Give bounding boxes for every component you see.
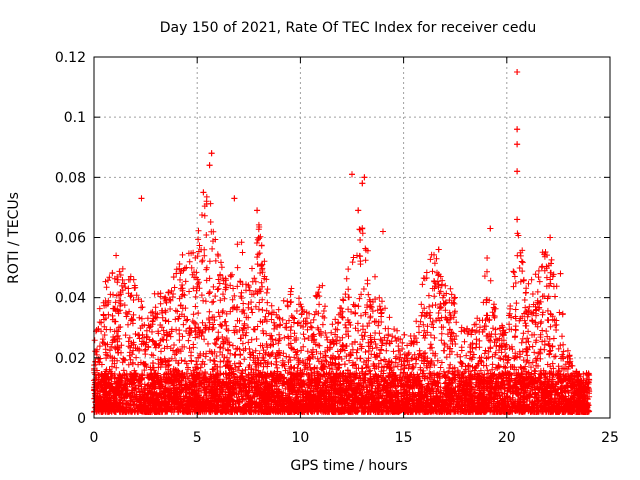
- y-tick-label: 0: [77, 411, 86, 427]
- roti-point: [359, 180, 366, 187]
- roti-point: [514, 216, 521, 223]
- roti-point: [514, 69, 521, 76]
- roti-point: [138, 195, 145, 202]
- roti-point: [200, 189, 207, 196]
- roti-point: [514, 141, 521, 148]
- y-tick-label: 0.04: [55, 291, 86, 307]
- y-tick-label: 0.12: [55, 50, 86, 66]
- x-tick-label: 15: [395, 430, 413, 446]
- y-axis-label: ROTI / TECUs: [6, 192, 22, 284]
- x-tick-label: 0: [90, 430, 99, 446]
- roti-point: [547, 234, 554, 241]
- roti-point: [254, 207, 261, 214]
- y-tick-label: 0.06: [55, 231, 86, 247]
- roti-point: [435, 246, 442, 253]
- grid-lines: [94, 57, 610, 418]
- roti-point: [487, 225, 494, 232]
- y-tick-label: 0.02: [55, 351, 86, 367]
- chart-title: Day 150 of 2021, Rate Of TEC Index for r…: [160, 20, 536, 36]
- roti-point: [361, 174, 368, 181]
- x-tick-label: 20: [498, 430, 516, 446]
- roti-markers: [91, 69, 593, 415]
- roti-point: [514, 126, 521, 133]
- axis-ticks: 0 5 10 15 20 25 0 0.02 0.04 0.06 0.08 0.1 0.12: [55, 50, 619, 446]
- x-tick-label: 10: [291, 430, 309, 446]
- roti-point: [514, 168, 521, 175]
- x-tick-label: 25: [601, 430, 619, 446]
- x-axis-label: GPS time / hours: [290, 458, 407, 474]
- roti-point: [231, 195, 238, 202]
- roti-point: [379, 228, 386, 235]
- roti-point: [349, 171, 355, 178]
- y-tick-label: 0.08: [55, 170, 86, 186]
- x-tick-label: 5: [193, 430, 202, 446]
- data-points: [91, 69, 593, 415]
- roti-point: [557, 270, 564, 277]
- roti-point: [208, 150, 215, 157]
- roti-point: [355, 207, 362, 214]
- roti-point: [206, 162, 213, 169]
- y-tick-label: 0.1: [64, 110, 86, 126]
